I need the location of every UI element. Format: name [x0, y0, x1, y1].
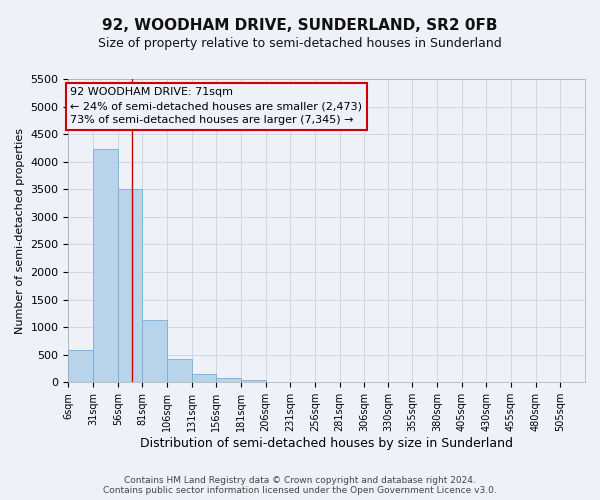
Bar	[191, 374, 216, 382]
Text: Contains HM Land Registry data © Crown copyright and database right 2024.: Contains HM Land Registry data © Crown c…	[124, 476, 476, 485]
Bar	[167, 359, 191, 382]
Bar	[142, 320, 167, 382]
Text: 92 WOODHAM DRIVE: 71sqm
← 24% of semi-detached houses are smaller (2,473)
73% of: 92 WOODHAM DRIVE: 71sqm ← 24% of semi-de…	[70, 88, 362, 126]
Text: 92, WOODHAM DRIVE, SUNDERLAND, SR2 0FB: 92, WOODHAM DRIVE, SUNDERLAND, SR2 0FB	[102, 18, 498, 32]
Bar	[241, 380, 266, 382]
Text: Size of property relative to semi-detached houses in Sunderland: Size of property relative to semi-detach…	[98, 38, 502, 51]
X-axis label: Distribution of semi-detached houses by size in Sunderland: Distribution of semi-detached houses by …	[140, 437, 513, 450]
Bar	[118, 190, 142, 382]
Bar	[216, 378, 241, 382]
Y-axis label: Number of semi-detached properties: Number of semi-detached properties	[15, 128, 25, 334]
Bar	[68, 350, 93, 382]
Bar	[93, 149, 118, 382]
Text: Contains public sector information licensed under the Open Government Licence v3: Contains public sector information licen…	[103, 486, 497, 495]
